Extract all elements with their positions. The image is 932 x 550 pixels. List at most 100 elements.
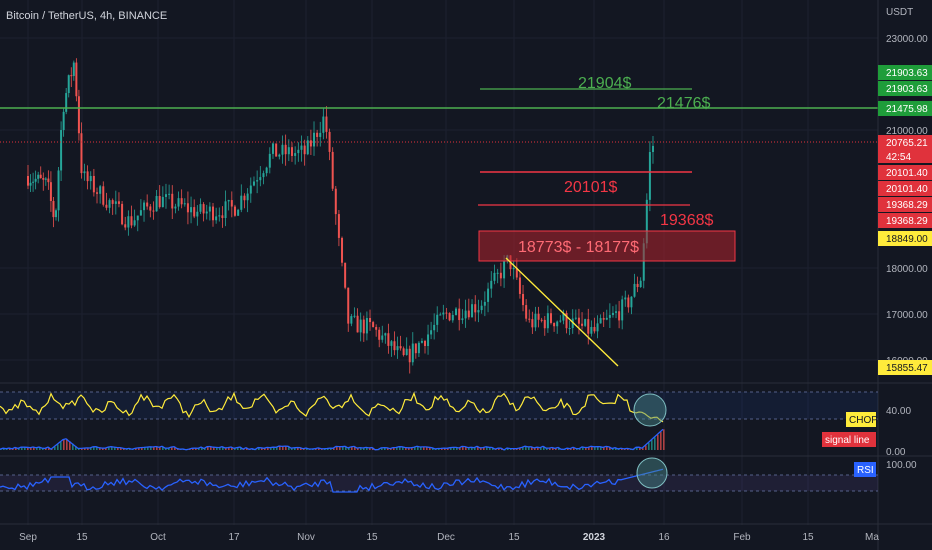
candle-body bbox=[543, 319, 546, 329]
candle-body bbox=[341, 237, 344, 263]
candle-body bbox=[262, 173, 265, 178]
signal-line bbox=[0, 428, 664, 451]
candle-body bbox=[384, 333, 387, 336]
candle-body bbox=[442, 312, 445, 315]
candle-body bbox=[290, 147, 293, 156]
signal-histogram-bar bbox=[258, 447, 260, 450]
signal-histogram-bar bbox=[462, 446, 464, 450]
signal-histogram-bar bbox=[450, 447, 452, 450]
time-tick: 2023 bbox=[583, 532, 606, 543]
candle-body bbox=[590, 326, 593, 334]
rsi-level-tick: 100.00 bbox=[886, 460, 917, 471]
signal-histogram-bar bbox=[222, 446, 224, 450]
candle-body bbox=[158, 196, 161, 208]
signal-histogram-bar bbox=[36, 447, 38, 450]
candle-body bbox=[549, 313, 552, 323]
candle-body bbox=[57, 170, 60, 211]
candle-body bbox=[337, 214, 340, 238]
rsi-badge[interactable]: RSI bbox=[854, 462, 876, 477]
signal-histogram-bar bbox=[213, 447, 215, 450]
signal-histogram-bar bbox=[21, 447, 23, 450]
candle-body bbox=[587, 319, 590, 334]
label-20101: 20101$ bbox=[564, 179, 617, 196]
candle-body bbox=[246, 193, 249, 201]
signal-histogram-bar bbox=[507, 448, 509, 450]
signal-histogram-bar bbox=[558, 447, 560, 450]
candle-body bbox=[430, 330, 433, 335]
signal-histogram-bar bbox=[87, 447, 89, 450]
signal-histogram-bar bbox=[285, 446, 287, 450]
candle-body bbox=[171, 193, 174, 209]
time-tick: Sep bbox=[19, 532, 37, 543]
signal-histogram-bar bbox=[102, 448, 104, 450]
candle-body bbox=[639, 280, 642, 288]
candle-body bbox=[230, 200, 233, 207]
price-axis-currency: USDT bbox=[886, 7, 913, 18]
candle-body bbox=[124, 224, 127, 228]
signal-histogram-bar bbox=[513, 448, 515, 450]
signal-histogram-bar bbox=[354, 446, 356, 450]
candle-body bbox=[196, 211, 199, 217]
candle-body bbox=[328, 131, 331, 152]
candle-body bbox=[32, 181, 35, 183]
signal-histogram-bar bbox=[351, 446, 353, 450]
signal-histogram-bar bbox=[111, 446, 113, 450]
signal-histogram-bar bbox=[144, 447, 146, 450]
signal-histogram-bar bbox=[540, 447, 542, 450]
signal-histogram bbox=[0, 429, 665, 451]
price-label: 20765.21 bbox=[878, 135, 932, 150]
candle-body bbox=[393, 341, 396, 351]
candle-body bbox=[528, 318, 531, 320]
candle-body bbox=[618, 311, 621, 321]
support-zone[interactable] bbox=[478, 230, 736, 262]
candle-body bbox=[136, 215, 139, 221]
symbol-title[interactable]: Bitcoin / TetherUS, 4h, BINANCE bbox=[6, 10, 168, 22]
signal-histogram-bar bbox=[69, 441, 71, 450]
candle-body bbox=[268, 153, 271, 168]
candle-body bbox=[240, 195, 243, 210]
candle-body bbox=[427, 334, 430, 347]
candle-body bbox=[593, 326, 596, 332]
candle-body bbox=[356, 315, 359, 333]
candle-body bbox=[96, 192, 99, 194]
signal-histogram-bar bbox=[489, 447, 491, 450]
signal-histogram-bar bbox=[480, 447, 482, 450]
signal-histogram-bar bbox=[543, 446, 545, 450]
candle-body bbox=[334, 188, 337, 215]
signal-histogram-bar bbox=[588, 447, 590, 450]
candle-body bbox=[252, 181, 255, 186]
candle-body bbox=[344, 262, 347, 288]
candle-body bbox=[464, 310, 467, 319]
time-tick: Feb bbox=[733, 532, 751, 543]
signal-line-badge[interactable]: signal line bbox=[822, 432, 876, 447]
candle-body bbox=[127, 216, 130, 228]
candle-body bbox=[319, 132, 322, 137]
candle-body bbox=[313, 132, 316, 147]
candle-body bbox=[396, 346, 399, 351]
signal-histogram-bar bbox=[333, 448, 335, 450]
rsi-highlight-circle bbox=[636, 457, 668, 489]
signal-histogram-bar bbox=[84, 448, 86, 450]
candle-body bbox=[29, 182, 32, 186]
signal-histogram-bar bbox=[552, 447, 554, 450]
chop-badge[interactable]: CHOP bbox=[846, 412, 878, 427]
signal-histogram-bar bbox=[474, 447, 476, 450]
trendline[interactable] bbox=[505, 257, 619, 367]
candle-body bbox=[65, 93, 68, 112]
candle-body bbox=[139, 210, 142, 216]
label-21904: 21904$ bbox=[578, 75, 631, 92]
signal-histogram-bar bbox=[438, 448, 440, 450]
signal-histogram-bar bbox=[381, 447, 383, 450]
candle-body bbox=[359, 319, 362, 333]
candle-body bbox=[249, 185, 252, 194]
candle-body bbox=[651, 145, 654, 153]
price-tick: 23000.00 bbox=[886, 34, 928, 45]
signal-histogram-bar bbox=[45, 448, 47, 450]
candle-body bbox=[294, 153, 297, 156]
signal-histogram-bar bbox=[231, 446, 233, 450]
signal-histogram-bar bbox=[99, 447, 101, 450]
candle-body bbox=[37, 174, 40, 179]
candle-body bbox=[471, 304, 474, 318]
signal-histogram-bar bbox=[81, 448, 83, 450]
